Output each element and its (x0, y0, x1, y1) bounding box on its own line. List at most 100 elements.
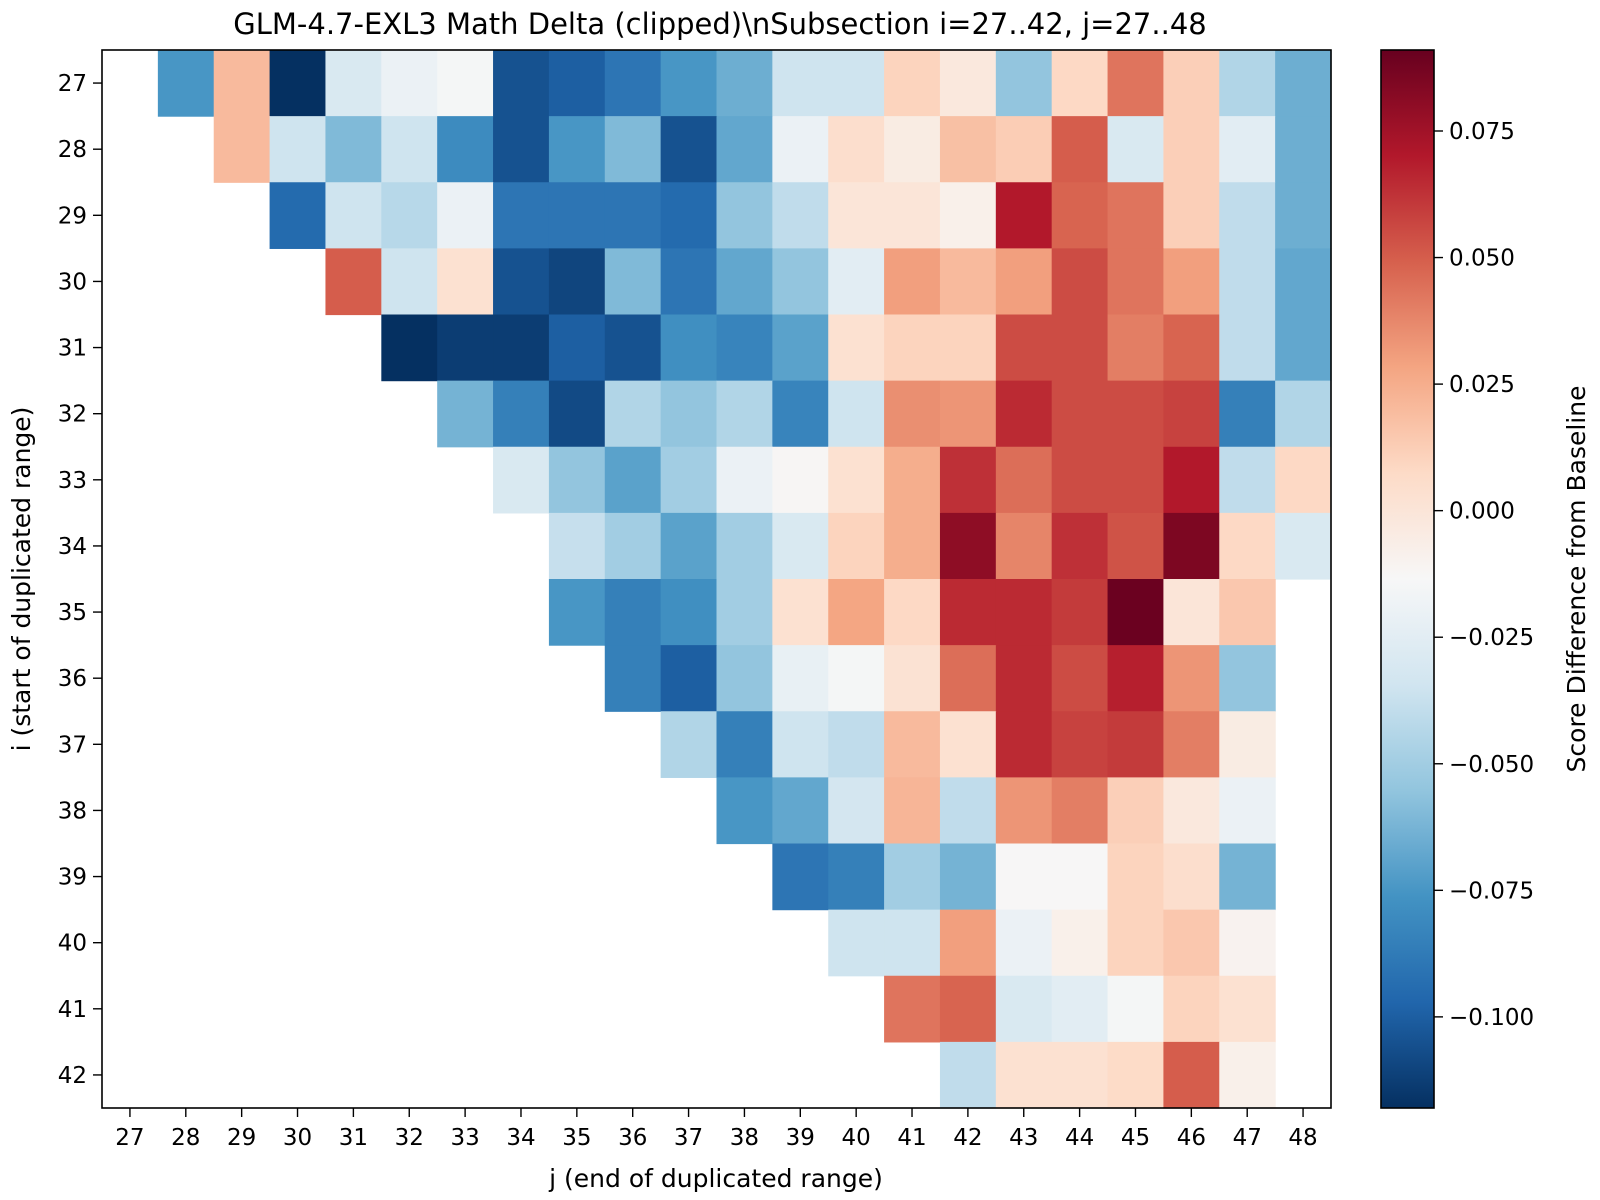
heatmap-cell (1107, 446, 1165, 514)
heatmap-cell (548, 248, 606, 316)
heatmap-cell (548, 446, 606, 514)
plot-frame (101, 49, 1332, 1109)
heatmap-cell (1051, 446, 1109, 514)
heatmap-cell (939, 446, 997, 514)
heatmap-cell (604, 380, 662, 448)
x-tick-label: 37 (674, 1125, 703, 1151)
heatmap-cell (716, 182, 773, 249)
heatmap-cell (995, 909, 1053, 977)
x-tick-label: 29 (227, 1125, 256, 1151)
heatmap-cell (157, 50, 215, 117)
x-tick-label: 45 (1121, 1125, 1150, 1151)
heatmap-cell (493, 182, 550, 249)
heatmap-cell (828, 248, 885, 316)
heatmap-cell (660, 512, 718, 580)
heatmap-cell (828, 843, 885, 911)
heatmap-cell (884, 380, 941, 448)
heatmap-cell (660, 380, 718, 448)
heatmap-cell (1107, 314, 1165, 382)
heatmap-cell (716, 380, 773, 448)
heatmap-cell (1051, 1041, 1109, 1109)
heatmap-cell (1107, 248, 1165, 316)
heatmap-cell (995, 975, 1053, 1043)
heatmap-cell (1275, 116, 1332, 183)
heatmap-cell (716, 777, 773, 845)
heatmap-cell (716, 50, 773, 117)
heatmap-cell (939, 380, 997, 448)
heatmap-cell (884, 116, 941, 183)
heatmap-cell (1219, 1041, 1276, 1109)
heatmap-cell (381, 248, 438, 316)
heatmap-cell (437, 314, 494, 382)
x-tick-label: 33 (450, 1125, 479, 1151)
heatmap-cell (1051, 711, 1109, 778)
heatmap-cell (493, 446, 550, 514)
heatmap-cell (1107, 1041, 1165, 1109)
heatmap-cell (828, 777, 885, 845)
heatmap-cell (1051, 512, 1109, 580)
heatmap-cell (660, 314, 718, 382)
heatmap-cell (828, 579, 885, 646)
heatmap-cell (1275, 380, 1332, 448)
heatmap-cell (269, 182, 327, 249)
x-tick-label: 30 (283, 1125, 312, 1151)
y-tick-label: 41 (58, 997, 87, 1023)
heatmap-cell (1051, 975, 1109, 1043)
heatmap-cell (381, 116, 438, 183)
heatmap-cell (772, 248, 829, 316)
heatmap-cell (1219, 50, 1276, 117)
heatmap-cell (772, 182, 829, 249)
heatmap-cell (995, 579, 1053, 646)
y-tick-label: 38 (58, 798, 87, 824)
heatmap-cell (548, 512, 606, 580)
colorbar-tick-label: −0.050 (1449, 752, 1534, 778)
heatmap-cell (995, 1041, 1053, 1109)
y-tick-label: 39 (58, 865, 87, 891)
heatmap-cell (772, 314, 829, 382)
heatmap-cell (1163, 645, 1220, 712)
x-tick-label: 32 (395, 1125, 424, 1151)
x-tick-label: 43 (1009, 1125, 1038, 1151)
heatmap-cell (716, 314, 773, 382)
heatmap-cell (1219, 512, 1276, 580)
heatmap-cell (828, 50, 885, 117)
heatmap-cell (884, 975, 941, 1043)
heatmap-cell (1219, 645, 1276, 712)
colorbar-tick-label: 0.025 (1449, 372, 1515, 398)
x-tick-label: 35 (562, 1125, 591, 1151)
heatmap-cell (1107, 909, 1165, 977)
heatmap-cell (1219, 711, 1276, 778)
heatmap-cell (828, 909, 885, 977)
heatmap-cell (213, 50, 271, 117)
heatmap-cell (884, 645, 941, 712)
heatmap-cell (548, 579, 606, 646)
heatmap-cell (939, 182, 997, 249)
x-tick-label: 40 (842, 1125, 871, 1151)
heatmap-cell (828, 512, 885, 580)
y-tick-label: 40 (58, 931, 87, 957)
heatmap-cell (1163, 909, 1220, 977)
colorbar-tick-label: 0.075 (1449, 119, 1515, 145)
heatmap-cell (884, 777, 941, 845)
heatmap-cell (1275, 182, 1332, 249)
heatmap-cell (660, 579, 718, 646)
heatmap-cell (1107, 777, 1165, 845)
heatmap-cell (1275, 446, 1332, 514)
heatmap-cell (1107, 116, 1165, 183)
heatmap-cell (1275, 50, 1332, 117)
heatmap-cell (1219, 314, 1276, 382)
heatmap-cell (437, 248, 494, 316)
heatmap-cell (660, 711, 718, 778)
heatmap-cell (604, 50, 662, 117)
y-axis-label: i (start of duplicated range) (7, 407, 36, 752)
heatmap-cell (1163, 1041, 1220, 1109)
heatmap-cell (716, 446, 773, 514)
heatmap-cell (995, 843, 1053, 911)
colorbar-tick-label: 0.050 (1449, 246, 1515, 272)
heatmap-cell (1163, 843, 1220, 911)
heatmap-cell (660, 182, 718, 249)
heatmap-cell (884, 512, 941, 580)
heatmap-cell (828, 711, 885, 778)
heatmap-cell (325, 248, 382, 316)
heatmap-cell (884, 50, 941, 117)
